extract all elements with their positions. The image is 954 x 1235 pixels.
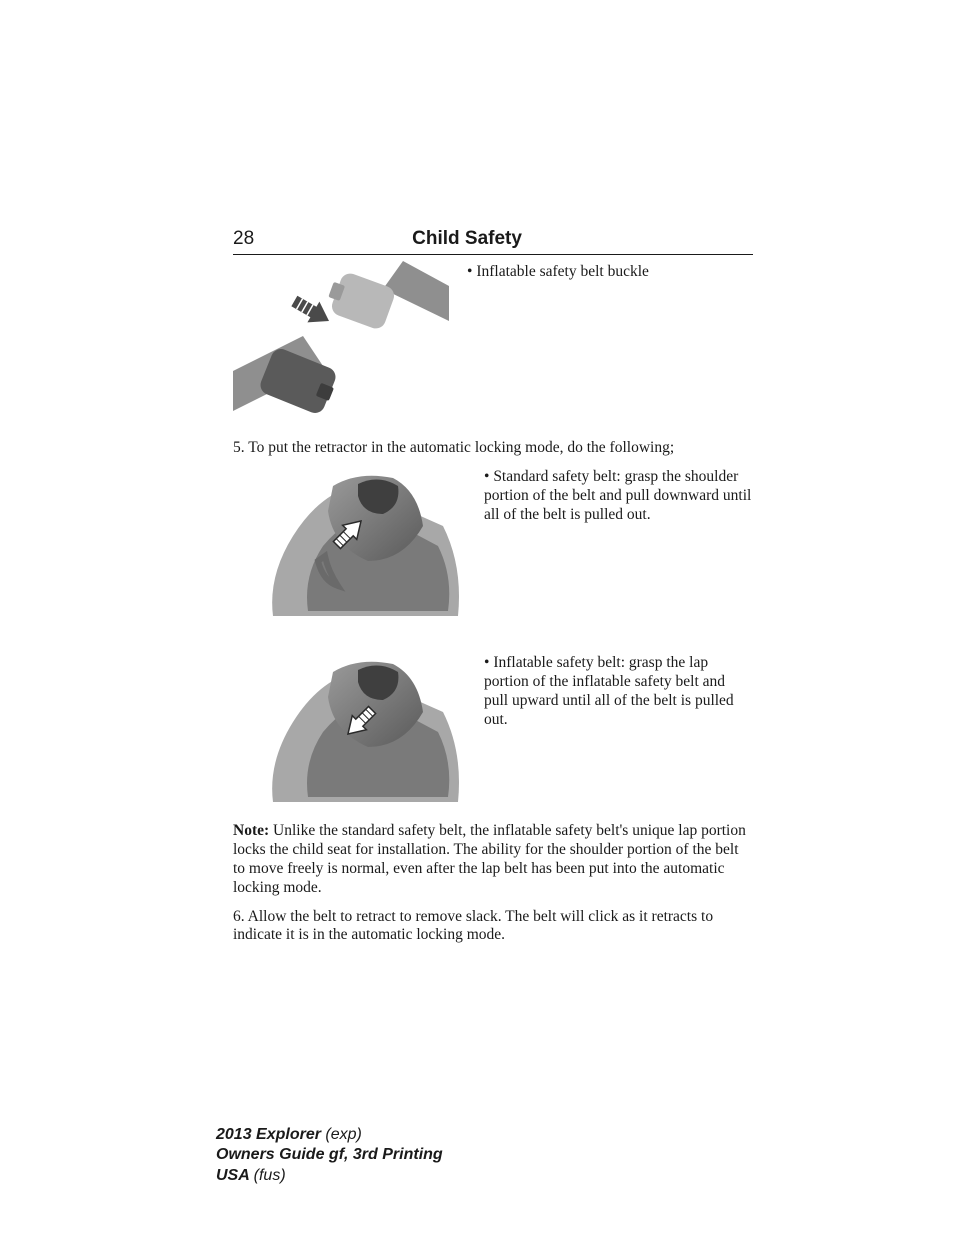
footer-line-2: Owners Guide gf, 3rd Printing [216, 1145, 443, 1165]
page-content-area: 28 Child Safety [233, 228, 753, 953]
footer-line-1: 2013 Explorer (exp) [216, 1125, 443, 1145]
figure-row-inflatable-belt: Inflatable safety belt: grasp the lap po… [233, 652, 753, 812]
note-text: Unlike the standard safety belt, the inf… [233, 822, 746, 896]
standard-belt-bullet-text: Standard safety belt: grasp the shoulder… [484, 466, 753, 525]
buckle-bullet-text: Inflatable safety belt buckle [467, 261, 649, 282]
page-footer: 2013 Explorer (exp) Owners Guide gf, 3rd… [216, 1125, 443, 1186]
standard-belt-figure [263, 466, 466, 626]
figure-row-standard-belt: Standard safety belt: grasp the shoulder… [233, 466, 753, 626]
footer-code-1: (exp) [325, 1126, 361, 1143]
step-5-text: 5. To put the retractor in the automatic… [233, 439, 753, 458]
figure-row-buckle: Inflatable safety belt buckle [233, 261, 753, 429]
inflatable-belt-bullet-text: Inflatable safety belt: grasp the lap po… [484, 652, 753, 730]
footer-model: 2013 Explorer [216, 1126, 325, 1143]
section-title: Child Safety [412, 228, 522, 250]
footer-region: USA [216, 1167, 254, 1184]
footer-line-3: USA (fus) [216, 1166, 443, 1186]
page-header: 28 Child Safety [233, 228, 753, 255]
buckle-figure [233, 261, 449, 429]
page-number: 28 [233, 228, 254, 250]
inflatable-belt-figure [263, 652, 466, 812]
step-6-text: 6. Allow the belt to retract to remove s… [233, 908, 753, 946]
spacer [233, 634, 753, 652]
footer-code-2: (fus) [254, 1167, 286, 1184]
note-paragraph: Note: Unlike the standard safety belt, t… [233, 822, 753, 898]
note-label: Note: [233, 822, 269, 839]
